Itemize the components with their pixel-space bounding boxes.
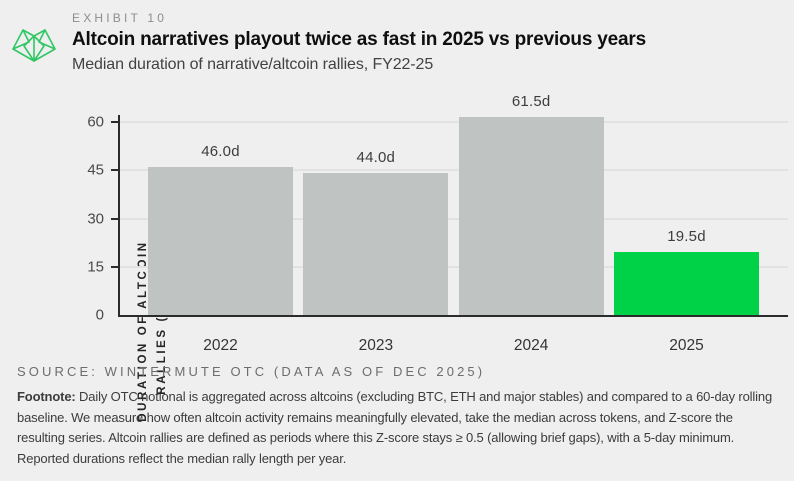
y-tick-mark-45 [111, 169, 118, 172]
y-tick-mark-15 [111, 265, 118, 268]
footnote-text: Daily OTC notional is aggregated across … [17, 389, 773, 466]
chart-title: Altcoin narratives playout twice as fast… [72, 29, 646, 50]
gridline-30 [120, 217, 788, 220]
value-label-2025: 19.5d [667, 228, 706, 246]
footnote-label: Footnote: [17, 389, 76, 404]
y-tick-label-45: 45 [87, 161, 104, 179]
gridline-45 [120, 169, 788, 172]
exhibit-label: EXHIBIT 10 [72, 11, 168, 25]
y-tick-label-0: 0 [95, 306, 104, 324]
x-tick-label-2023: 2023 [358, 337, 394, 354]
y-tick-mark-30 [111, 217, 118, 220]
source-line: SOURCE: WINTERMUTE OTC (DATA AS OF DEC 2… [17, 364, 486, 379]
wintermute-logo-icon [12, 29, 56, 62]
exhibit-card: EXHIBIT 10 Altcoin narratives playout tw… [12, 11, 788, 469]
bar-2025 [613, 252, 759, 315]
y-tick-mark-60 [111, 121, 118, 124]
x-tick-label-2024: 2024 [513, 337, 549, 354]
y-tick-label-60: 60 [87, 113, 104, 131]
gridline-60 [120, 121, 788, 124]
plot-area: DURATION OF ALTCOIN RALLIES (DAYS) 0 15 30… [87, 93, 788, 422]
footnote: Footnote: Daily OTC notional is aggregat… [17, 387, 783, 469]
y-tick-label-15: 15 [87, 258, 104, 276]
y-tick-label-30: 30 [87, 210, 104, 228]
x-tick-label-2022: 2022 [203, 337, 238, 354]
bar-2022 [148, 167, 293, 315]
bar-2023 [303, 173, 449, 315]
value-label-2024: 61.5d [511, 93, 551, 111]
bar-2024 [458, 117, 604, 315]
value-label-2023: 44.0d [356, 149, 396, 167]
chart-subtitle: Median duration of narrative/altcoin ral… [72, 56, 434, 73]
gridline-15 [120, 265, 788, 268]
value-label-2022: 46.0d [201, 143, 240, 161]
x-tick-label-2025: 2025 [669, 337, 704, 354]
